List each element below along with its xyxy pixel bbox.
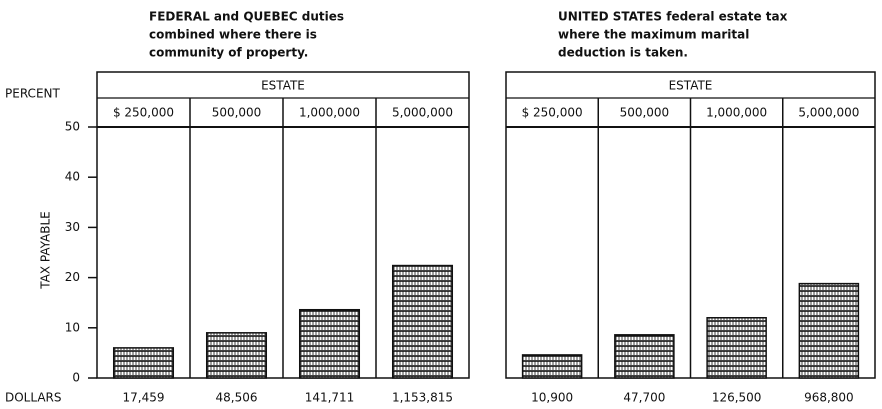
dollar-label: 17,459: [123, 391, 165, 405]
y-tick-label: 0: [72, 371, 80, 385]
category-label: 500,000: [620, 106, 670, 120]
category-label: $ 250,000: [113, 106, 174, 120]
category-label: 500,000: [212, 106, 262, 120]
x-unit-label: DOLLARS: [5, 391, 62, 405]
y-axis-label: TAX PAYABLE: [39, 211, 53, 290]
y-tick-label: 40: [65, 170, 80, 184]
category-label: $ 250,000: [522, 106, 583, 120]
bar: [391, 264, 454, 379]
category-label: 5,000,000: [798, 106, 859, 120]
bar: [112, 347, 175, 379]
category-label: 1,000,000: [706, 106, 767, 120]
panel-title: combined where there is: [149, 28, 317, 42]
y-tick-label: 10: [65, 320, 80, 334]
y-unit-label: PERCENT: [5, 87, 60, 101]
dollar-label: 126,500: [712, 391, 762, 405]
group-label: ESTATE: [669, 79, 713, 93]
dollar-label: 47,700: [623, 391, 665, 405]
panel-title: community of property.: [149, 46, 308, 60]
dollar-label: 1,153,815: [392, 391, 453, 405]
bar: [798, 282, 860, 379]
panel-title: deduction is taken.: [558, 46, 688, 60]
y-tick-label: 50: [65, 120, 80, 134]
bar: [706, 317, 767, 379]
y-tick-label: 30: [65, 220, 80, 234]
bar: [521, 354, 583, 379]
bar: [298, 308, 361, 379]
panel-title: FEDERAL and QUEBEC duties: [149, 10, 344, 24]
panel-title: where the maximum marital: [558, 28, 749, 42]
dollar-label: 10,900: [531, 391, 573, 405]
dollar-label: 141,711: [305, 391, 355, 405]
panel-title: UNITED STATES federal estate tax: [558, 10, 788, 24]
group-label: ESTATE: [261, 79, 305, 93]
category-label: 5,000,000: [392, 106, 453, 120]
category-label: 1,000,000: [299, 106, 360, 120]
bar: [205, 332, 268, 379]
dollar-label: 48,506: [216, 391, 258, 405]
y-tick-label: 20: [65, 270, 80, 284]
dollar-label: 968,800: [804, 391, 854, 405]
bar: [614, 334, 675, 379]
